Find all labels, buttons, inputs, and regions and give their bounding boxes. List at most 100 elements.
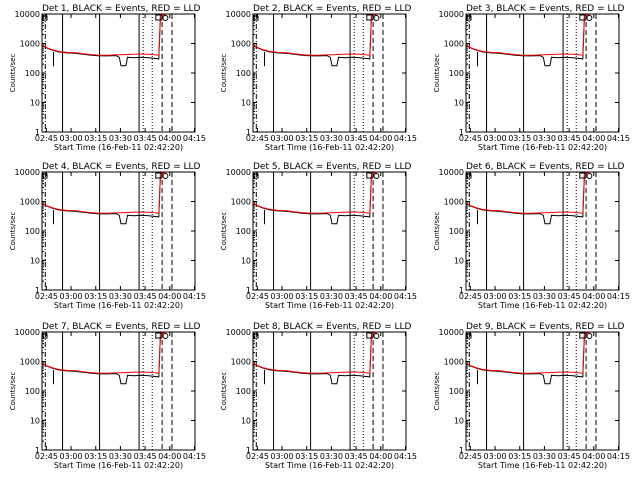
x-tick-label: 02:45	[35, 292, 58, 301]
y-tick-label: 10000	[439, 168, 464, 177]
x-tick-label: 03:30	[533, 452, 556, 461]
series-lld	[41, 172, 166, 214]
y-tick-label: 1000	[231, 358, 251, 367]
flag-circle	[162, 333, 169, 339]
x-tick-label: 04:00	[158, 452, 181, 461]
x-tick-label: 03:00	[484, 134, 507, 143]
flag-box	[155, 172, 163, 179]
series-events	[41, 332, 166, 385]
x-tick-label: 03:30	[320, 134, 343, 143]
x-tick-label: 03:00	[60, 292, 83, 301]
series-lld	[252, 172, 377, 214]
x-tick-label: 03:30	[320, 292, 343, 301]
series-events	[465, 14, 590, 67]
y-axis-label: Counts/sec	[433, 212, 441, 251]
x-tick-label: 02:45	[35, 134, 58, 143]
det-panel-9: Det 9, BLACK = Events, RED = LLD 1 10 100 10…	[433, 322, 630, 470]
series-lld	[465, 172, 590, 214]
det-panel-1: Det 1, BLACK = Events, RED = LLD 1 10 100 10…	[9, 4, 206, 152]
flag-box	[155, 332, 163, 339]
x-tick-label: 02:45	[246, 134, 269, 143]
x-tick-label: 03:30	[109, 452, 132, 461]
x-tick-label: 04:15	[394, 292, 417, 301]
det-panel-3: Det 3, BLACK = Events, RED = LLD 1 10 100 10…	[433, 4, 630, 152]
y-tick-label: 1000	[20, 198, 40, 207]
det-panel-7: Det 7, BLACK = Events, RED = LLD 1 10 100 10…	[9, 322, 206, 470]
x-axis-label: Start Time (16-Feb-11 02:42:20)	[478, 461, 607, 470]
series-lld	[252, 14, 377, 56]
x-axis-label: Start Time (16-Feb-11 02:42:20)	[265, 301, 394, 310]
x-tick-label: 03:00	[271, 452, 294, 461]
x-axis-label: Start Time (16-Feb-11 02:42:20)	[265, 461, 394, 470]
det-panel-4: Det 4, BLACK = Events, RED = LLD 1 10 100 10…	[9, 162, 206, 310]
y-tick-label: 100	[449, 227, 464, 236]
flag-box-left	[253, 173, 259, 179]
x-tick-label: 03:15	[84, 134, 107, 143]
x-tick-label: 03:45	[134, 292, 157, 301]
x-tick-label: 02:45	[246, 452, 269, 461]
series-lld	[465, 14, 590, 56]
flag-box-left	[42, 173, 48, 179]
y-tick-label: 10	[241, 257, 251, 266]
x-tick-label: 03:00	[484, 292, 507, 301]
y-tick-label: 100	[25, 227, 40, 236]
y-tick-label: 10	[454, 257, 464, 266]
x-tick-label: 03:45	[345, 134, 368, 143]
y-axis-label: Counts/sec	[220, 212, 228, 251]
y-tick-label: 1000	[444, 198, 464, 207]
flag-box	[366, 332, 374, 339]
flag-circle	[586, 15, 593, 21]
y-tick-label: 100	[236, 387, 251, 396]
series-lld	[252, 332, 377, 374]
flag-box-left	[466, 333, 472, 339]
y-tick-label: 10000	[439, 10, 464, 19]
y-tick-label: 10	[241, 417, 251, 426]
y-axis-label: Counts/sec	[220, 372, 228, 411]
y-tick-label: 1000	[20, 358, 40, 367]
det-panel-8: Det 8, BLACK = Events, RED = LLD 1 10 100 10…	[220, 322, 417, 470]
x-tick-label: 03:15	[508, 452, 531, 461]
flag-box-left	[466, 15, 472, 21]
x-tick-label: 04:15	[607, 134, 630, 143]
x-tick-label: 03:30	[109, 292, 132, 301]
x-tick-label: 02:45	[35, 452, 58, 461]
det-panel-5: Det 5, BLACK = Events, RED = LLD 1 10 100 10…	[220, 162, 417, 310]
x-tick-label: 03:30	[109, 134, 132, 143]
flag-circle	[373, 15, 380, 21]
x-axis-label: Start Time (16-Feb-11 02:42:20)	[478, 143, 607, 152]
x-tick-label: 04:00	[369, 134, 392, 143]
det-panel-6: Det 6, BLACK = Events, RED = LLD 1 10 100 10…	[433, 162, 630, 310]
y-tick-label: 1000	[444, 358, 464, 367]
x-tick-label: 03:00	[60, 134, 83, 143]
y-tick-label: 10000	[15, 10, 40, 19]
y-tick-label: 100	[236, 227, 251, 236]
y-tick-label: 1	[246, 446, 251, 455]
x-tick-label: 03:45	[558, 134, 581, 143]
x-tick-label: 04:00	[369, 452, 392, 461]
flag-circle	[162, 173, 169, 179]
series-lld	[465, 332, 590, 374]
y-tick-label: 1	[246, 286, 251, 295]
x-tick-label: 04:15	[183, 292, 206, 301]
series-events	[252, 332, 377, 385]
x-tick-label: 03:45	[134, 452, 157, 461]
x-tick-label: 03:15	[84, 292, 107, 301]
panel-title: Det 8, BLACK = Events, RED = LLD	[253, 322, 412, 332]
flag-box-left	[253, 15, 259, 21]
y-tick-label: 100	[25, 69, 40, 78]
x-tick-label: 03:45	[558, 292, 581, 301]
panel-title: Det 6, BLACK = Events, RED = LLD	[466, 162, 625, 172]
x-tick-label: 03:00	[484, 452, 507, 461]
series-lld	[41, 14, 166, 56]
x-tick-label: 04:00	[582, 292, 605, 301]
y-tick-label: 10000	[15, 168, 40, 177]
x-tick-label: 03:45	[345, 452, 368, 461]
x-tick-label: 04:00	[158, 134, 181, 143]
flag-box	[366, 14, 374, 21]
x-tick-label: 03:15	[508, 134, 531, 143]
series-events	[41, 172, 166, 225]
y-tick-label: 1000	[231, 198, 251, 207]
y-tick-label: 10	[30, 257, 40, 266]
y-tick-label: 1	[459, 286, 464, 295]
